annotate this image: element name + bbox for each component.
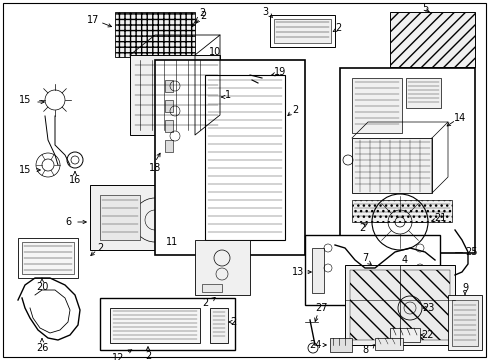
Text: 7: 7: [361, 253, 367, 263]
Text: 21: 21: [433, 213, 445, 223]
Text: 25: 25: [465, 247, 477, 257]
Text: 2: 2: [334, 23, 341, 33]
Bar: [195, 240, 249, 295]
Text: 22: 22: [421, 330, 433, 340]
Text: 5: 5: [421, 3, 427, 13]
Bar: [155, 60, 305, 255]
Text: 2: 2: [199, 8, 204, 18]
Bar: [130, 55, 220, 135]
Bar: [164, 140, 173, 152]
Text: 2: 2: [229, 317, 236, 327]
Text: 4: 4: [401, 255, 407, 265]
Text: 1: 1: [224, 90, 231, 100]
Text: 16: 16: [69, 175, 81, 185]
Bar: [100, 195, 140, 240]
Bar: [405, 78, 440, 108]
Bar: [22, 242, 74, 274]
Bar: [345, 265, 454, 345]
Text: 15: 15: [19, 165, 31, 175]
Bar: [329, 338, 351, 352]
Text: 15: 15: [19, 95, 31, 105]
Text: 2: 2: [202, 298, 208, 308]
Text: 26: 26: [36, 343, 48, 353]
Text: 24: 24: [308, 340, 321, 350]
Text: 9: 9: [461, 283, 467, 293]
Bar: [202, 284, 222, 292]
Bar: [90, 185, 200, 250]
Text: 10: 10: [208, 47, 221, 57]
Text: 6: 6: [65, 217, 71, 227]
Text: 27: 27: [315, 303, 327, 313]
Bar: [115, 12, 195, 57]
Text: 14: 14: [453, 113, 465, 123]
Bar: [447, 295, 481, 350]
Bar: [451, 300, 477, 346]
Bar: [209, 308, 227, 343]
Bar: [351, 78, 401, 133]
Text: 12: 12: [112, 353, 124, 360]
Bar: [374, 338, 402, 350]
Text: 8: 8: [361, 345, 367, 355]
Text: 3: 3: [262, 7, 267, 17]
Text: 11: 11: [165, 237, 178, 247]
Bar: [389, 328, 419, 342]
Bar: [110, 308, 200, 343]
Bar: [339, 68, 474, 253]
Bar: [18, 238, 78, 278]
Bar: [269, 15, 334, 47]
Text: 18: 18: [148, 163, 161, 173]
Text: 20: 20: [36, 282, 48, 292]
Text: 13: 13: [291, 267, 304, 277]
Bar: [204, 75, 285, 240]
Text: 23: 23: [421, 303, 433, 313]
Bar: [351, 200, 451, 222]
Bar: [349, 270, 449, 340]
Bar: [389, 12, 474, 67]
Bar: [164, 100, 173, 112]
Bar: [305, 235, 439, 305]
Bar: [100, 298, 235, 350]
Bar: [351, 138, 431, 193]
Text: 2: 2: [144, 351, 151, 360]
Bar: [164, 120, 173, 132]
Bar: [311, 248, 324, 293]
Text: 2: 2: [291, 105, 298, 115]
Text: 2: 2: [200, 11, 206, 21]
Text: 19: 19: [273, 67, 285, 77]
Text: 2: 2: [97, 243, 103, 253]
Bar: [164, 80, 173, 92]
Text: 17: 17: [87, 15, 99, 25]
Bar: [273, 19, 330, 43]
Text: 2: 2: [358, 223, 365, 233]
